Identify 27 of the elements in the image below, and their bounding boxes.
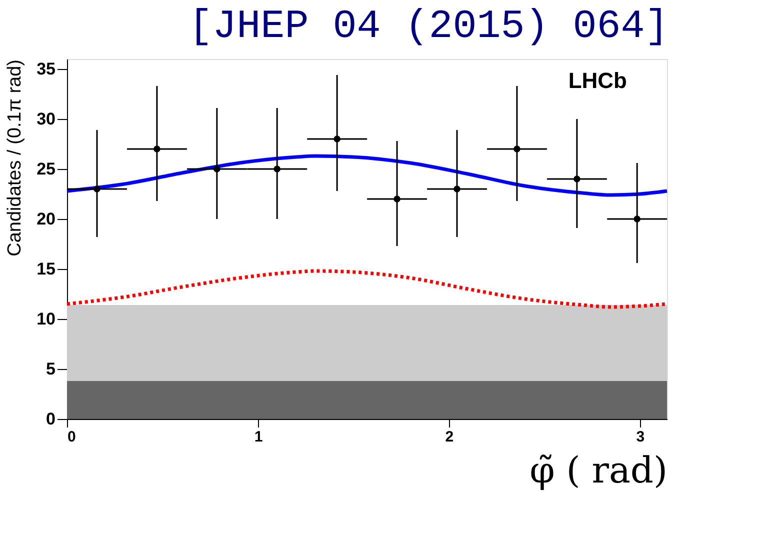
point <box>454 186 460 192</box>
y-tick-label: 35 <box>36 60 56 78</box>
point <box>634 216 640 222</box>
annotation: LHCb <box>568 68 627 93</box>
point <box>94 186 100 192</box>
x-tick-label: 2 <box>445 428 454 446</box>
point <box>514 146 520 152</box>
x-axis-title: φ̃ ( rad) <box>530 450 668 492</box>
point <box>394 196 400 202</box>
y-tick-label: 5 <box>46 360 56 378</box>
point <box>574 176 580 182</box>
x-tick-label: 3 <box>636 428 645 446</box>
y-tick-label: 15 <box>36 260 56 278</box>
y-tick-label: 30 <box>36 110 56 128</box>
point <box>154 146 160 152</box>
point <box>274 166 280 172</box>
point <box>334 136 340 142</box>
x-tick-label: 1 <box>254 428 263 446</box>
y-axis-title: Candidates / (0.1π rad) <box>4 60 26 256</box>
y-tick-label: 20 <box>36 210 56 228</box>
x-tick-label: 0 <box>68 428 76 446</box>
y-tick-label: 25 <box>36 160 56 178</box>
y-tick-label: 10 <box>36 310 56 328</box>
line-series <box>65 154 669 197</box>
y-tick-label: 0 <box>46 410 56 428</box>
point <box>214 166 220 172</box>
chart-title: [JHEP 04 (2015) 064] <box>188 5 669 50</box>
